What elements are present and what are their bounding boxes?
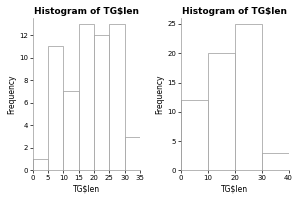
- Bar: [109, 24, 125, 170]
- Y-axis label: Frequency: Frequency: [156, 75, 165, 114]
- Bar: [33, 159, 48, 170]
- X-axis label: TG$len: TG$len: [221, 184, 248, 193]
- Bar: [48, 46, 63, 170]
- Bar: [125, 137, 140, 170]
- Bar: [181, 100, 208, 170]
- Title: Histogram of TG$len: Histogram of TG$len: [182, 7, 287, 16]
- Bar: [94, 35, 109, 170]
- Bar: [79, 24, 94, 170]
- Bar: [63, 91, 79, 170]
- Title: Histogram of TG$len: Histogram of TG$len: [34, 7, 139, 16]
- X-axis label: TG$len: TG$len: [73, 184, 100, 193]
- Bar: [235, 24, 262, 170]
- Bar: [262, 153, 289, 170]
- Bar: [208, 53, 235, 170]
- Y-axis label: Frequency: Frequency: [7, 75, 16, 114]
